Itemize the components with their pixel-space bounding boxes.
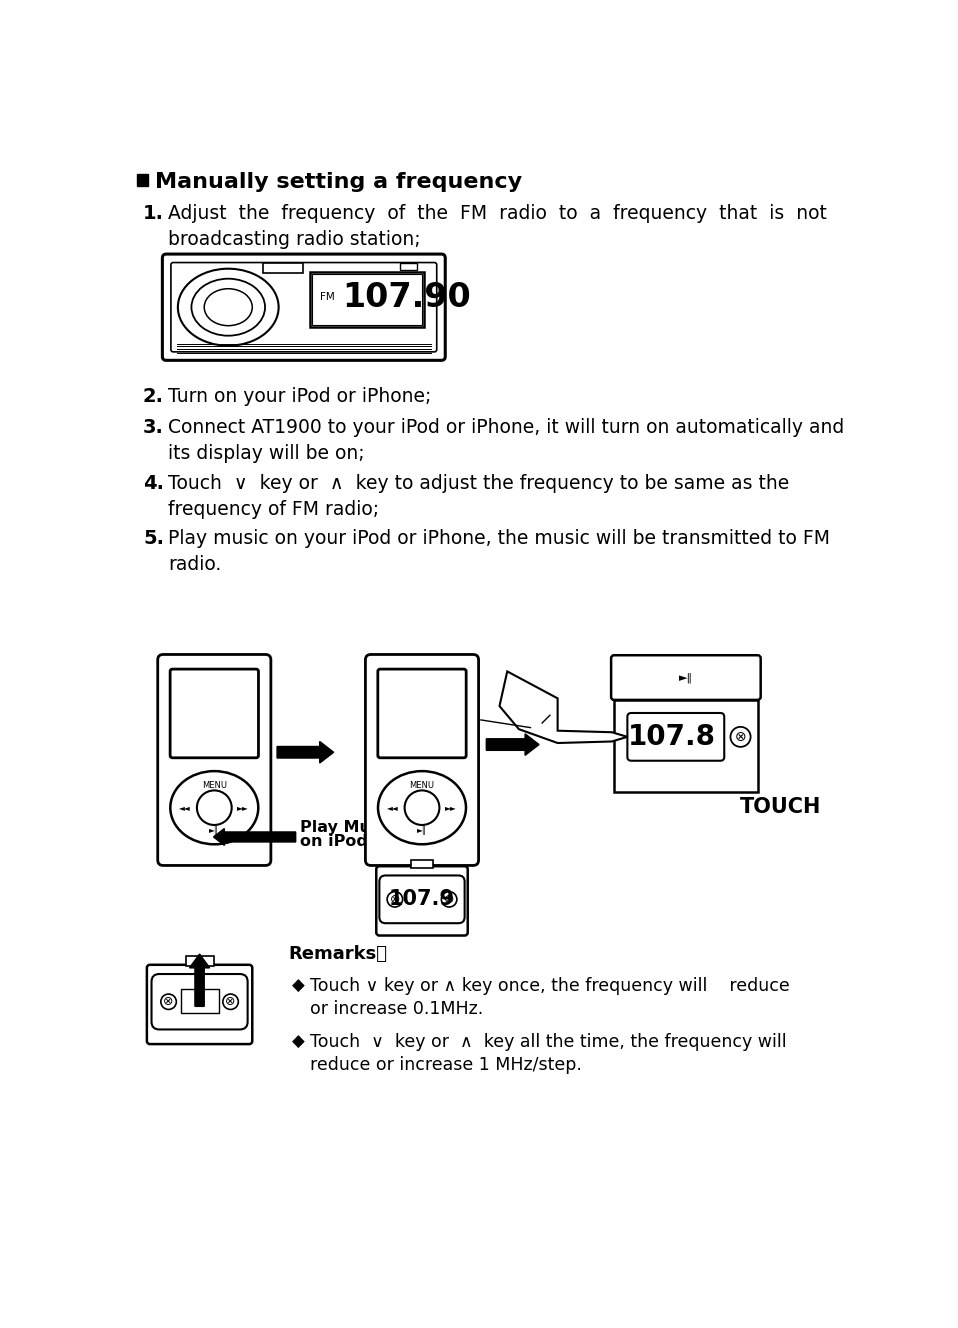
FancyBboxPatch shape	[376, 866, 468, 935]
FancyBboxPatch shape	[171, 669, 259, 758]
FancyBboxPatch shape	[377, 669, 467, 758]
Text: ►►: ►►	[238, 803, 249, 813]
FancyBboxPatch shape	[162, 254, 445, 360]
FancyBboxPatch shape	[611, 655, 761, 700]
Text: ►‖: ►‖	[210, 826, 219, 835]
Circle shape	[387, 891, 402, 907]
Circle shape	[730, 726, 751, 746]
Text: ►‖: ►‖	[417, 826, 427, 835]
FancyArrow shape	[214, 829, 296, 846]
Bar	[399, 263, 417, 270]
Text: FM: FM	[321, 292, 335, 303]
Text: ⊗: ⊗	[390, 892, 400, 906]
Ellipse shape	[204, 288, 252, 325]
Ellipse shape	[171, 772, 259, 845]
Bar	[614, 700, 758, 793]
FancyBboxPatch shape	[171, 263, 437, 352]
FancyArrow shape	[190, 954, 210, 1007]
Text: 3.: 3.	[143, 418, 164, 437]
Text: ►►: ►►	[445, 803, 457, 813]
Text: Play music on your iPod or iPhone, the music will be transmitted to FM: Play music on your iPod or iPhone, the m…	[168, 529, 830, 548]
FancyBboxPatch shape	[151, 973, 247, 1029]
FancyBboxPatch shape	[627, 713, 724, 761]
Text: Touch  ∨  key or  ∧  key to adjust the frequency to be same as the: Touch ∨ key or ∧ key to adjust the frequ…	[168, 474, 789, 493]
Text: reduce or increase 1 MHz/step.: reduce or increase 1 MHz/step.	[310, 1056, 582, 1073]
Circle shape	[197, 790, 232, 825]
Text: Turn on your iPod or iPhone;: Turn on your iPod or iPhone;	[168, 388, 431, 406]
Text: Touch  ∨  key or  ∧  key all the time, the frequency will: Touch ∨ key or ∧ key all the time, the f…	[310, 1033, 787, 1050]
FancyArrow shape	[277, 741, 333, 764]
Text: on iPod: on iPod	[300, 834, 368, 849]
Text: 1.: 1.	[143, 205, 164, 223]
Text: 107.8: 107.8	[627, 722, 716, 750]
Text: 5.: 5.	[143, 529, 164, 548]
Text: ◆: ◆	[292, 1033, 305, 1050]
Text: Touch ∨ key or ∧ key once, the frequency will    reduce: Touch ∨ key or ∧ key once, the frequency…	[310, 977, 790, 995]
Text: Play Music: Play Music	[300, 819, 395, 835]
Bar	[137, 174, 148, 186]
Circle shape	[404, 790, 440, 825]
Ellipse shape	[378, 772, 466, 845]
Text: ◄◄: ◄◄	[179, 803, 192, 813]
Text: Remarks：: Remarks：	[288, 944, 388, 963]
Text: MENU: MENU	[409, 781, 435, 790]
Circle shape	[442, 891, 457, 907]
FancyBboxPatch shape	[147, 964, 252, 1044]
FancyArrow shape	[487, 734, 539, 756]
Text: or increase 0.1MHz.: or increase 0.1MHz.	[310, 1000, 484, 1019]
Ellipse shape	[178, 268, 279, 345]
FancyBboxPatch shape	[158, 655, 271, 866]
Text: TOUCH: TOUCH	[741, 797, 822, 817]
Bar	[309, 272, 424, 327]
FancyBboxPatch shape	[379, 875, 465, 923]
Text: MENU: MENU	[202, 781, 227, 790]
Text: its display will be on;: its display will be on;	[168, 445, 364, 463]
Text: ►‖: ►‖	[678, 672, 693, 683]
Text: ⊗: ⊗	[225, 995, 236, 1008]
FancyBboxPatch shape	[365, 655, 479, 866]
Circle shape	[161, 995, 176, 1009]
Text: frequency of FM radio;: frequency of FM radio;	[168, 499, 379, 519]
Bar	[411, 861, 433, 867]
Text: Adjust  the  frequency  of  the  FM  radio  to  a  frequency  that  is  not: Adjust the frequency of the FM radio to …	[168, 205, 827, 223]
Text: 2.: 2.	[143, 388, 164, 406]
Bar	[181, 989, 219, 1012]
Text: ⊗: ⊗	[163, 995, 173, 1008]
Text: Manually setting a frequency: Manually setting a frequency	[154, 171, 522, 191]
Circle shape	[223, 995, 239, 1009]
Polygon shape	[499, 672, 627, 744]
Text: Connect AT1900 to your iPod or iPhone, it will turn on automatically and: Connect AT1900 to your iPod or iPhone, i…	[168, 418, 844, 437]
Text: ◄◄: ◄◄	[387, 803, 399, 813]
Text: 4.: 4.	[143, 474, 164, 493]
Text: broadcasting radio station;: broadcasting radio station;	[168, 230, 421, 250]
Text: 107.9: 107.9	[389, 890, 455, 910]
Bar	[312, 274, 422, 325]
Bar	[263, 263, 304, 274]
Text: ⊗: ⊗	[444, 892, 454, 906]
Text: ◆: ◆	[292, 977, 305, 995]
Bar	[186, 956, 214, 967]
Ellipse shape	[192, 279, 265, 336]
Text: ⊗: ⊗	[735, 730, 746, 744]
Text: 107.90: 107.90	[342, 280, 471, 313]
Text: radio.: radio.	[168, 555, 221, 574]
